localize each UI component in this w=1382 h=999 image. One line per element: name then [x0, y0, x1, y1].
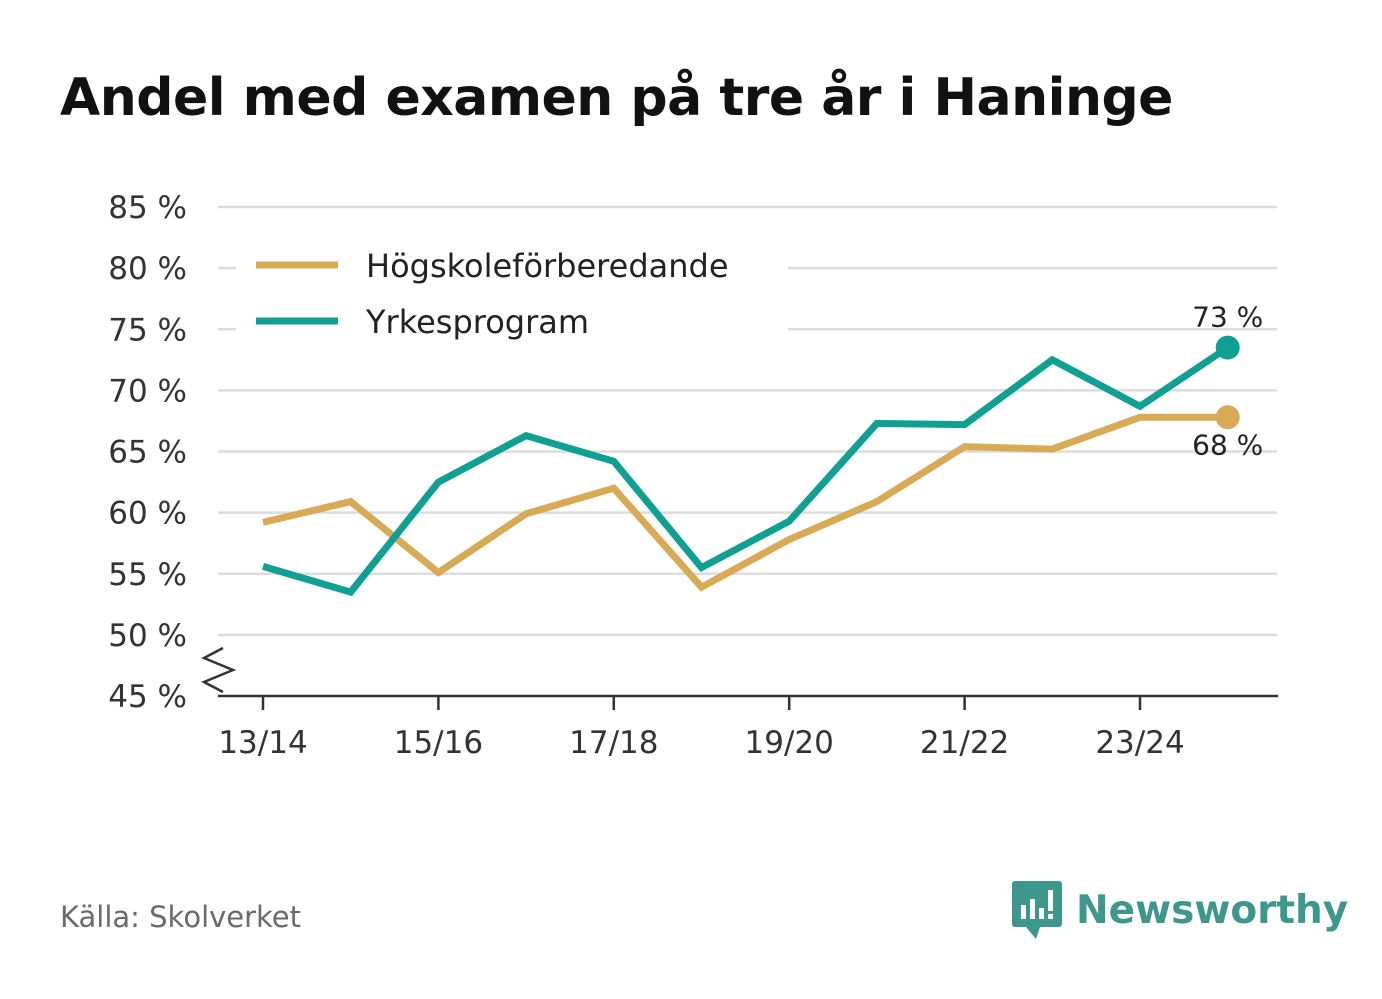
- series-line: [262, 413, 1228, 592]
- end-point: [1215, 405, 1240, 430]
- x-tick-label: 17/18: [569, 725, 658, 761]
- x-axis: 13/14 15/16 17/18 19/20 21/22 23/24: [201, 646, 1278, 761]
- x-tick-label: 13/14: [218, 725, 307, 761]
- y-axis-ticks: 45 % 50 % 55 % 60 % 65 % 70 % 75 % 80 % 85 %: [108, 190, 187, 715]
- legend: Högskoleförberedande Yrkesprogram: [236, 236, 788, 348]
- end-labels: 73 % 68 %: [1192, 301, 1263, 462]
- end-point: [1215, 335, 1240, 360]
- y-tick-label: 45 %: [108, 679, 187, 715]
- y-tick-label: 85 %: [108, 190, 187, 226]
- y-axis-break-icon: [201, 646, 237, 694]
- y-tick-label: 65 %: [108, 435, 187, 471]
- y-tick-label: 75 %: [108, 312, 187, 348]
- legend-label: Yrkesprogram: [365, 303, 589, 341]
- y-tick-label: 80 %: [108, 251, 187, 287]
- legend-label: Högskoleförberedande: [366, 247, 729, 285]
- series-line: [262, 344, 1230, 597]
- x-tick-label: 15/16: [394, 725, 483, 761]
- y-tick-label: 55 %: [108, 557, 187, 593]
- y-tick-label: 70 %: [108, 373, 187, 409]
- brand-name: Newsworthy: [1076, 887, 1349, 933]
- y-tick-label: 50 %: [108, 618, 187, 654]
- end-value-label: 68 %: [1192, 428, 1263, 461]
- chart-title: Andel med examen på tre år i Haninge: [60, 68, 1173, 128]
- newsworthy-logo-icon: [1012, 881, 1062, 939]
- x-tick-label: 21/22: [920, 725, 1009, 761]
- series-lines: [262, 335, 1240, 597]
- brand-logo: Newsworthy: [1010, 878, 1348, 942]
- end-value-label: 73 %: [1192, 301, 1263, 334]
- x-tick-label: 23/24: [1095, 725, 1184, 761]
- y-tick-label: 60 %: [108, 496, 187, 532]
- x-tick-label: 19/20: [745, 725, 834, 761]
- source-note: Källa: Skolverket: [60, 900, 302, 934]
- legend-background: [236, 236, 788, 348]
